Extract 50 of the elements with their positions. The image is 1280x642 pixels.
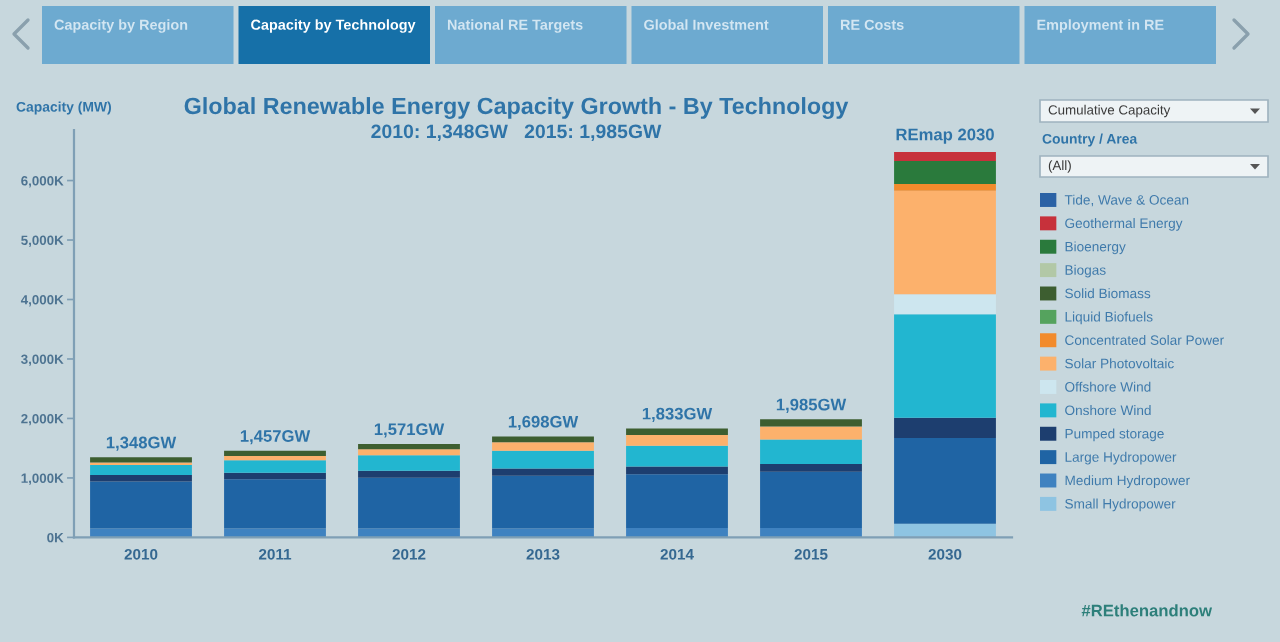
bar: [760, 426, 862, 440]
bar: [894, 417, 996, 439]
bar: [358, 470, 460, 478]
bar: [358, 477, 460, 529]
bar: [760, 419, 862, 427]
total-label: 1,985GW: [776, 398, 847, 413]
chart-title: Global Renewable Energy Capacity Growth - By Technology: [184, 97, 849, 119]
bar: [760, 471, 862, 528]
bar: [626, 474, 728, 528]
bar: [224, 460, 326, 473]
text: #REthenandnow: [1081, 604, 1213, 617]
bar: [90, 464, 192, 476]
bar: [760, 463, 862, 472]
total-label: 1,833GW: [642, 407, 713, 422]
bar: [894, 190, 996, 295]
bar: [894, 314, 996, 418]
total-label: 1,571GW: [374, 423, 445, 438]
bar: [90, 528, 192, 538]
bar: [894, 294, 996, 315]
annotation: REmap 2030: [896, 128, 994, 144]
total-label: 1,698GW: [508, 415, 579, 430]
bar: [90, 475, 192, 482]
bar: [626, 466, 728, 475]
bar: [90, 481, 192, 529]
bar: [626, 434, 728, 446]
total-label: 1,457GW: [240, 430, 311, 445]
bar: [894, 152, 996, 161]
bar: [358, 443, 460, 450]
bar: [224, 450, 326, 457]
bar: [760, 439, 862, 464]
bar: [492, 528, 594, 538]
bar: [894, 184, 996, 191]
bar: [894, 160, 996, 185]
total-label: 1,348GW: [106, 436, 177, 451]
bar: [894, 438, 996, 524]
bar: [626, 445, 728, 467]
bar: [224, 479, 326, 529]
bar: [224, 528, 326, 538]
bar: [492, 475, 594, 529]
bar: [492, 450, 594, 469]
bar: [492, 468, 594, 476]
bar: [358, 455, 460, 471]
bar: [626, 428, 728, 435]
bar: [358, 449, 460, 456]
bar: [90, 457, 192, 463]
bar: [492, 436, 594, 443]
bar: [224, 472, 326, 480]
chart-subtitle: 2010: 1,348GW 2015: 1,985GW: [371, 124, 662, 142]
bar: [358, 528, 460, 538]
bar: [492, 442, 594, 451]
